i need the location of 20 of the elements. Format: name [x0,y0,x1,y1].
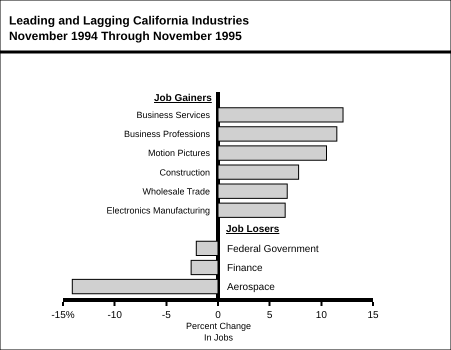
x-tick-label: 10 [316,310,328,321]
x-axis-title: Percent Change In Jobs [186,321,252,343]
y-tick-label: Construction [159,167,210,178]
x-tick-label: 0 [215,310,222,321]
y-tick-label: Electronics Manufacturing [106,205,210,216]
x-tick-label: -5 [162,310,172,321]
x-tick-label: -10 [107,310,122,321]
x-tick-label: 5 [266,310,273,321]
y-tick-label: Finance [227,262,264,274]
annotation: Job Gainers [154,93,212,104]
y-tick-label: Business Services [136,110,210,120]
x-tick-label: -15% [51,310,75,321]
annotation: Job Losers [226,224,280,235]
x-tick-label: 15 [367,310,379,321]
y-tick-label: Federal Government [227,244,319,255]
chart-title: Leading and Lagging California Industries November 1994 Through November 1995 [9,14,250,44]
y-tick-label: Business Professions [124,129,210,140]
y-tick-label: Wholesale Trade [142,186,210,196]
y-tick-label: Motion Pictures [148,148,210,158]
y-tick-label: Aerospace [227,282,276,294]
